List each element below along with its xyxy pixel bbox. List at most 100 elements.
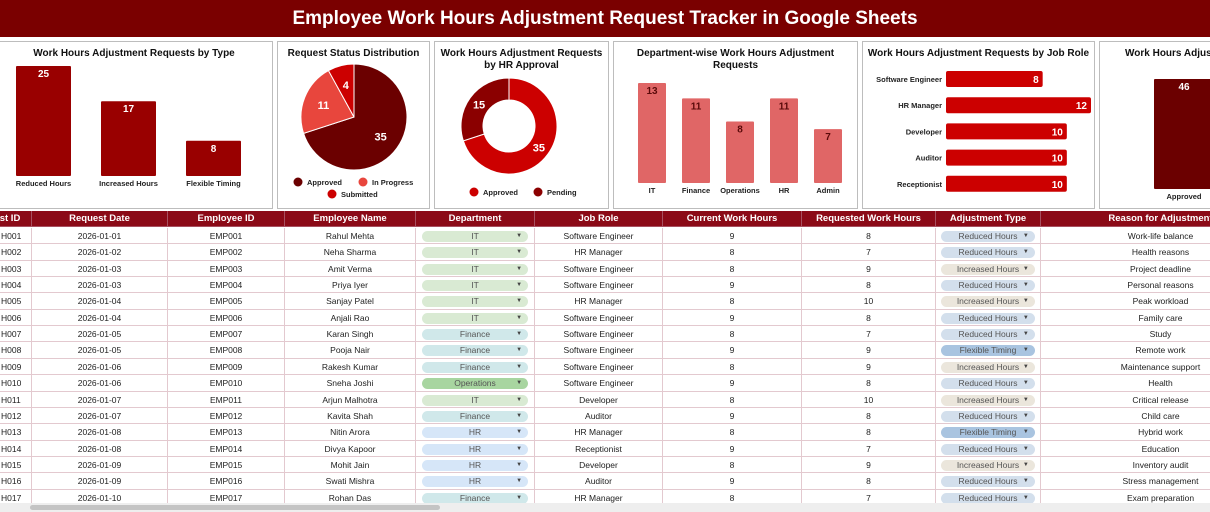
cell-reason[interactable]: Education <box>1041 441 1210 457</box>
cell-request-date[interactable]: 2026-01-05 <box>32 326 168 343</box>
adjustment-type-cell[interactable]: Increased Hours ▼ <box>936 293 1041 310</box>
cell-reason[interactable]: Critical release <box>1041 392 1210 408</box>
cell-request-id[interactable]: H008 <box>0 342 32 359</box>
adjustment-type-cell[interactable]: Reduced Hours ▼ <box>936 244 1041 261</box>
dropdown-arrow-icon[interactable]: ▼ <box>516 445 523 452</box>
cell-request-id[interactable]: H015 <box>0 456 32 474</box>
cell-requested-work-hours[interactable]: 7 <box>802 489 936 503</box>
cell-requested-work-hours[interactable]: 8 <box>802 277 936 294</box>
department-dropdown[interactable]: HR ▼ <box>421 443 529 455</box>
adjustment-type-cell[interactable]: Increased Hours ▼ <box>936 358 1041 376</box>
dropdown-arrow-icon[interactable]: ▼ <box>1022 380 1029 387</box>
cell-reason[interactable]: Peak workload <box>1041 293 1210 310</box>
chart-hr-approval[interactable]: Work Hours Adjustment Requests by HR App… <box>434 41 609 209</box>
cell-request-date[interactable]: 2026-01-06 <box>32 358 168 376</box>
chart-by-type[interactable]: Work Hours Adjustment Requests by Type 25… <box>0 41 273 209</box>
cell-current-work-hours[interactable]: 8 <box>663 260 802 278</box>
dropdown-arrow-icon[interactable]: ▼ <box>516 478 523 485</box>
cell-current-work-hours[interactable]: 8 <box>663 358 802 376</box>
bar-it[interactable] <box>638 83 666 183</box>
dropdown-arrow-icon[interactable]: ▼ <box>516 347 523 354</box>
column-header-current-work-hours[interactable]: Current Work Hours <box>663 211 802 228</box>
bar-approved[interactable] <box>1154 79 1210 189</box>
cell-employee-name[interactable]: Anjali Rao <box>285 309 416 327</box>
cell-current-work-hours[interactable]: 8 <box>663 456 802 474</box>
cell-reason[interactable]: Exam preparation <box>1041 490 1210 503</box>
cell-employee-id[interactable]: EMP016 <box>168 473 285 490</box>
column-header-adjustment-type[interactable]: Adjustment Type <box>936 211 1041 228</box>
adjustment-type-cell[interactable]: Reduced Hours ▼ <box>936 326 1041 343</box>
department-dropdown[interactable]: Finance ▼ <box>421 329 529 341</box>
department-cell[interactable]: HR ▼ <box>416 473 535 490</box>
dropdown-arrow-icon[interactable]: ▼ <box>516 461 523 468</box>
adjustment-type-dropdown[interactable]: Reduced Hours ▼ <box>941 443 1035 455</box>
cell-employee-name[interactable]: Divya Kapoor <box>285 440 416 457</box>
adjustment-type-dropdown[interactable]: Increased Hours ▼ <box>941 361 1035 373</box>
department-dropdown[interactable]: Finance ▼ <box>421 410 529 422</box>
adjustment-type-cell[interactable]: Reduced Hours ▼ <box>936 473 1041 490</box>
cell-job-role[interactable]: Receptionist <box>535 440 663 457</box>
cell-request-id[interactable]: H017 <box>0 489 32 503</box>
cell-job-role[interactable]: Software Engineer <box>535 326 663 343</box>
cell-request-date[interactable]: 2026-01-02 <box>32 244 168 261</box>
cell-employee-id[interactable]: EMP006 <box>168 309 285 327</box>
chart-job-role[interactable]: Work Hours Adjustment Requests by Job Ro… <box>862 41 1095 209</box>
department-cell[interactable]: HR ▼ <box>416 440 535 457</box>
cell-requested-work-hours[interactable]: 8 <box>802 309 936 327</box>
department-cell[interactable]: IT ▼ <box>416 277 535 294</box>
cell-employee-id[interactable]: EMP007 <box>168 326 285 343</box>
cell-current-work-hours[interactable]: 9 <box>663 440 802 457</box>
cell-request-id[interactable]: H003 <box>0 260 32 278</box>
cell-employee-id[interactable]: EMP003 <box>168 260 285 278</box>
dropdown-arrow-icon[interactable]: ▼ <box>1022 461 1029 468</box>
adjustment-type-cell[interactable]: Reduced Hours ▼ <box>936 277 1041 294</box>
slice-submitted[interactable] <box>327 63 355 118</box>
adjustment-type-dropdown[interactable]: Reduced Hours ▼ <box>941 312 1035 324</box>
column-header-request-date[interactable]: Request Date <box>32 211 168 228</box>
dropdown-arrow-icon[interactable]: ▼ <box>1022 412 1029 419</box>
cell-reason[interactable]: Personal reasons <box>1041 277 1210 294</box>
department-cell[interactable]: Finance ▼ <box>416 407 535 425</box>
bar-receptionist[interactable] <box>946 175 1067 192</box>
cell-request-id[interactable]: H012 <box>0 407 32 425</box>
dropdown-arrow-icon[interactable]: ▼ <box>516 494 523 501</box>
adjustment-type-dropdown[interactable]: Increased Hours ▼ <box>941 296 1035 308</box>
cell-employee-name[interactable]: Rakesh Kumar <box>285 358 416 376</box>
cell-job-role[interactable]: Auditor <box>535 407 663 425</box>
cell-current-work-hours[interactable]: 8 <box>663 391 802 408</box>
adjustment-type-cell[interactable]: Reduced Hours ▼ <box>936 407 1041 425</box>
cell-reason[interactable]: Project deadline <box>1041 261 1210 278</box>
cell-requested-work-hours[interactable]: 8 <box>802 407 936 425</box>
department-cell[interactable]: IT ▼ <box>416 293 535 310</box>
cell-reason[interactable]: Child care <box>1041 408 1210 425</box>
adjustment-type-dropdown[interactable]: Reduced Hours ▼ <box>941 410 1035 422</box>
adjustment-type-dropdown[interactable]: Reduced Hours ▼ <box>941 231 1035 242</box>
cell-requested-work-hours[interactable]: 9 <box>802 260 936 278</box>
cell-current-work-hours[interactable]: 9 <box>663 342 802 359</box>
cell-employee-name[interactable]: Kavita Shah <box>285 407 416 425</box>
cell-request-date[interactable]: 2026-01-03 <box>32 277 168 294</box>
dropdown-arrow-icon[interactable]: ▼ <box>1022 445 1029 452</box>
chart-status[interactable]: Request Status Distribution 35 11 4 Approved… <box>277 41 430 209</box>
department-dropdown[interactable]: Finance ▼ <box>421 345 529 357</box>
dropdown-arrow-icon[interactable]: ▼ <box>1022 478 1029 485</box>
bar-flexible-timing[interactable] <box>186 140 241 176</box>
cell-request-id[interactable]: H007 <box>0 326 32 343</box>
cell-request-id[interactable]: H001 <box>0 228 32 245</box>
cell-request-date[interactable]: 2026-01-10 <box>32 489 168 503</box>
cell-current-work-hours[interactable]: 8 <box>663 326 802 343</box>
cell-requested-work-hours[interactable]: 7 <box>802 440 936 457</box>
cell-requested-work-hours[interactable]: 7 <box>802 326 936 343</box>
department-cell[interactable]: IT ▼ <box>416 228 535 245</box>
adjustment-type-dropdown[interactable]: Reduced Hours ▼ <box>941 476 1035 488</box>
cell-current-work-hours[interactable]: 9 <box>663 228 802 245</box>
dropdown-arrow-icon[interactable]: ▼ <box>516 331 523 338</box>
dropdown-arrow-icon[interactable]: ▼ <box>516 429 523 436</box>
dropdown-arrow-icon[interactable]: ▼ <box>1022 331 1029 338</box>
chart-approval[interactable]: Work Hours Adjustment 46 Approved <box>1099 41 1210 209</box>
cell-job-role[interactable]: HR Manager <box>535 293 663 310</box>
horizontal-scrollbar[interactable] <box>0 503 1210 512</box>
adjustment-type-cell[interactable]: Increased Hours ▼ <box>936 260 1041 278</box>
bar-software-engineer[interactable] <box>946 71 1043 87</box>
dropdown-arrow-icon[interactable]: ▼ <box>1022 347 1029 354</box>
